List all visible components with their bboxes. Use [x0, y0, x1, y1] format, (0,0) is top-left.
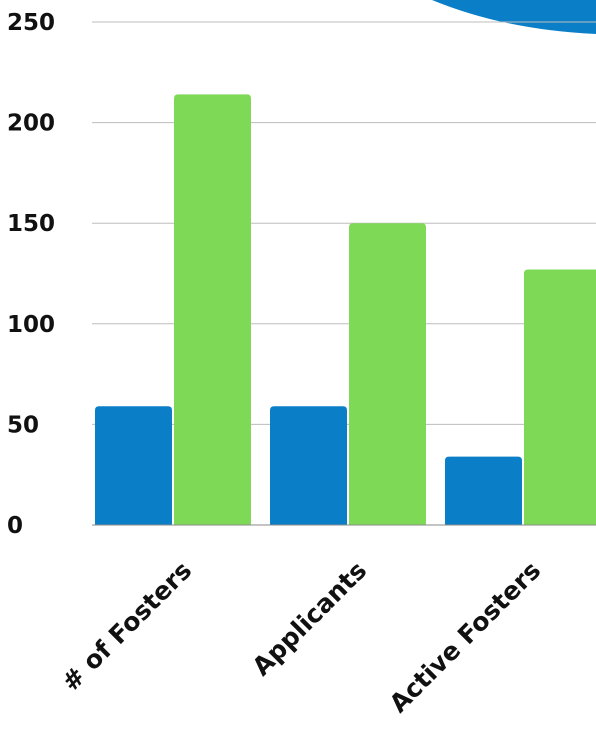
bars: [95, 94, 596, 525]
bar-active-fosters-series-1: [445, 456, 522, 525]
bar-fosters-series-2: [174, 94, 251, 525]
bar-fosters-series-1: [95, 406, 172, 525]
bar-applicants-series-2: [349, 223, 426, 525]
x-axis-categories: # of Fosters Applicants Active Fosters: [56, 556, 546, 719]
bar-active-fosters-series-2: [524, 269, 596, 525]
bar-applicants-series-1: [270, 406, 347, 525]
x-category-label: Active Fosters: [384, 556, 547, 719]
x-category-label: Applicants: [247, 556, 373, 682]
y-tick-label: 100: [7, 312, 55, 338]
gridlines: [92, 21, 596, 425]
y-axis-ticks: 0 50 100 150 200 250: [7, 10, 55, 539]
y-tick-label: 150: [7, 211, 55, 237]
y-tick-label: 0: [7, 513, 23, 539]
corner-decoration: [432, 0, 596, 34]
y-tick-label: 200: [7, 111, 55, 137]
y-tick-label: 50: [7, 412, 39, 438]
x-category-label: # of Fosters: [56, 556, 197, 697]
y-tick-label: 250: [7, 10, 55, 36]
